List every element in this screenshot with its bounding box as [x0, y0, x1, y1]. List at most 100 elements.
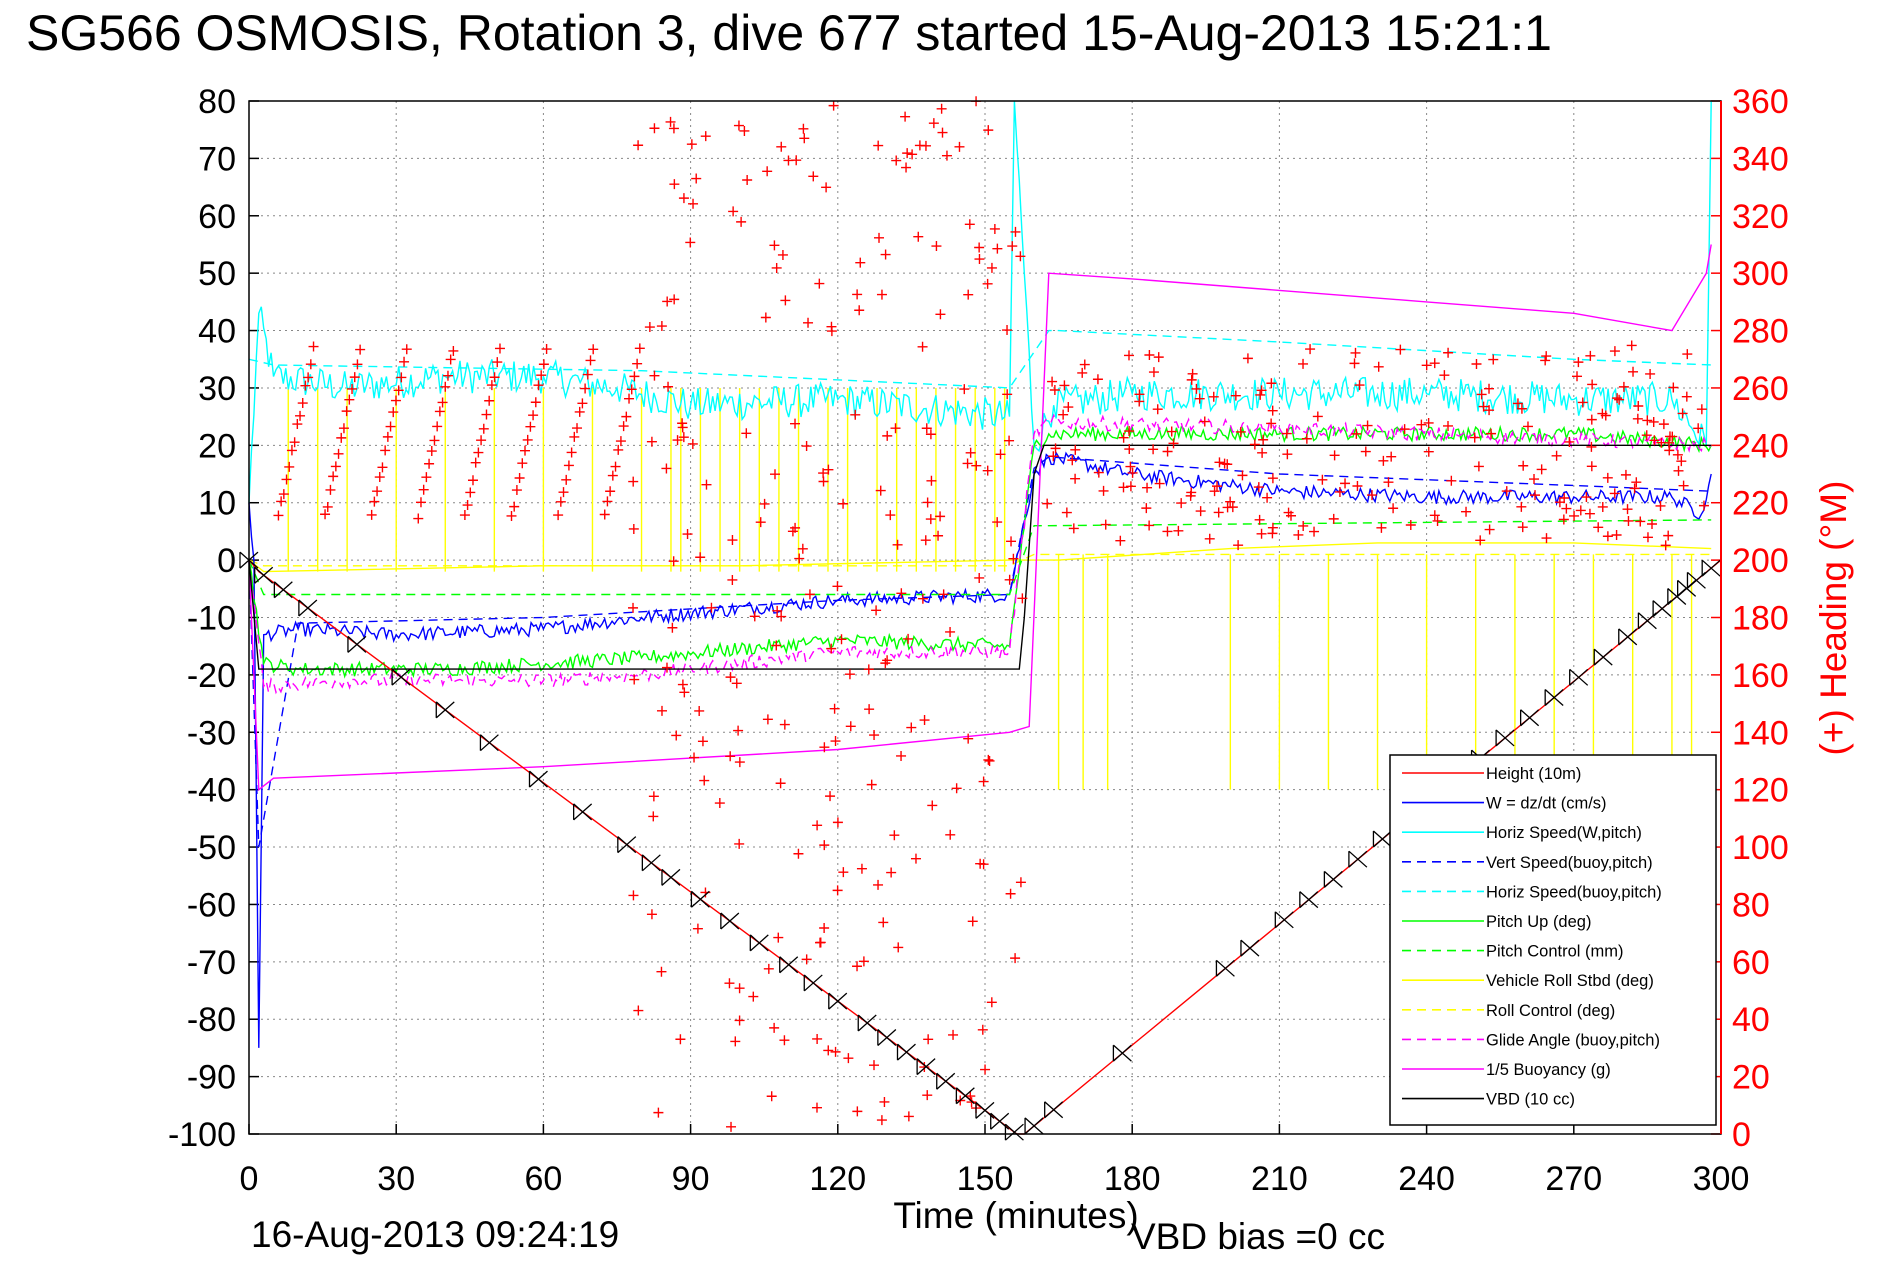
heading-marker [1443, 347, 1454, 358]
heading-marker [1004, 435, 1015, 446]
height-marker [1348, 850, 1368, 868]
heading-marker [1301, 433, 1312, 444]
heading-marker [558, 487, 569, 498]
heading-marker [919, 715, 930, 726]
heading-marker [1191, 383, 1202, 394]
legend-label: Pitch Control (mm) [1486, 943, 1624, 961]
heading-marker [964, 219, 975, 230]
legend: Height (10m) W = dz/dt (cm/s) Horiz Speed(… [1389, 754, 1717, 1126]
heading-marker [675, 1034, 686, 1045]
heading-marker [1115, 535, 1126, 546]
heading-marker [1212, 481, 1223, 492]
heading-marker [903, 1111, 914, 1122]
heading-marker [1048, 451, 1059, 462]
heading-marker [1609, 488, 1620, 499]
heading-marker [1602, 472, 1613, 483]
heading-marker [983, 754, 994, 765]
heading-marker [1256, 528, 1267, 539]
heading-marker [695, 552, 706, 563]
heading-marker [728, 206, 739, 217]
heading-marker [1007, 241, 1018, 252]
heading-marker [478, 423, 489, 434]
heading-marker [874, 232, 885, 243]
heading-marker [437, 397, 448, 408]
heading-marker [1476, 389, 1487, 400]
heading-marker [1629, 483, 1640, 494]
heading-marker [982, 278, 993, 289]
heading-marker [855, 257, 866, 268]
heading-marker [1443, 420, 1453, 431]
y-tick-label: -70 [187, 944, 236, 982]
y2-axis-label: (+) Heading (°M) [1813, 481, 1854, 756]
heading-marker [1488, 354, 1499, 365]
heading-marker [1475, 535, 1486, 546]
heading-marker [982, 465, 993, 476]
heading-marker [812, 820, 823, 831]
heading-marker [873, 140, 884, 151]
heading-marker [646, 436, 657, 447]
heading-marker [1461, 506, 1472, 517]
heading-marker [672, 435, 683, 446]
heading-marker [1696, 404, 1707, 415]
height-marker [936, 1072, 956, 1090]
height-marker [1323, 870, 1343, 888]
heading-marker [1006, 536, 1017, 547]
heading-marker [699, 775, 710, 786]
x-tick-label: 30 [377, 1160, 415, 1198]
heading-marker [793, 848, 804, 859]
heading-marker [1118, 432, 1129, 443]
heading-marker [1416, 419, 1427, 430]
x-tick-label: 180 [1104, 1160, 1161, 1198]
heading-marker [1645, 368, 1656, 379]
heading-marker [284, 461, 295, 472]
y-tick-label: 70 [198, 140, 236, 178]
heading-markers [273, 96, 1709, 1132]
heading-marker [685, 237, 696, 248]
heading-marker [303, 372, 314, 383]
y-tick-label: -40 [187, 772, 236, 810]
heading-marker [621, 411, 632, 422]
legend-box [1389, 754, 1717, 1126]
heading-marker [733, 120, 744, 131]
height-markers [239, 551, 1721, 1141]
heading-marker [1267, 405, 1278, 416]
legend-label: Height (10m) [1486, 765, 1581, 783]
height-marker [479, 734, 499, 752]
heading-marker [1092, 374, 1103, 385]
heading-marker [1561, 503, 1572, 514]
heading-marker [1517, 522, 1528, 533]
series-line [248, 100, 1712, 503]
heading-marker [1015, 877, 1026, 888]
heading-marker [517, 458, 528, 469]
heading-marker [669, 179, 680, 190]
heading-marker [1681, 391, 1692, 402]
heading-marker [656, 966, 667, 977]
heading-marker [854, 305, 865, 316]
heading-marker [1154, 478, 1165, 489]
heading-marker [826, 643, 837, 654]
heading-marker [646, 909, 657, 920]
heading-marker [828, 100, 839, 111]
heading-marker [629, 674, 640, 685]
heading-marker [1593, 522, 1604, 533]
heading-marker [843, 1053, 854, 1064]
heading-marker [799, 133, 810, 144]
heading-marker [325, 484, 336, 495]
height-marker [391, 668, 411, 686]
heading-marker [1168, 438, 1179, 449]
height-marker [896, 1043, 916, 1061]
heading-marker [818, 476, 829, 487]
y2-tick-label: 300 [1732, 255, 1789, 293]
height-marker [779, 956, 799, 974]
heading-marker [962, 458, 973, 469]
heading-marker [649, 370, 660, 381]
y2-tick-label: 100 [1732, 829, 1789, 867]
heading-marker [678, 432, 689, 443]
heading-marker [473, 447, 484, 458]
heading-marker [1586, 441, 1597, 452]
y-tick-label: 30 [198, 370, 236, 408]
heading-marker [390, 395, 401, 406]
heading-marker [273, 510, 284, 521]
heading-marker [588, 344, 599, 355]
heading-marker [1554, 497, 1565, 508]
